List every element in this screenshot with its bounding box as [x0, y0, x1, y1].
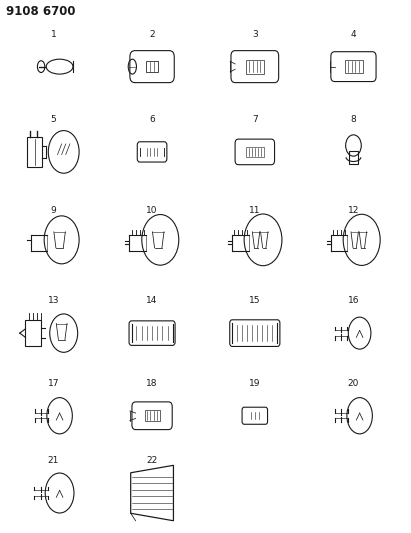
- Text: 13: 13: [48, 296, 59, 305]
- Text: 8: 8: [351, 115, 356, 124]
- Text: 2: 2: [149, 30, 155, 39]
- Text: 16: 16: [348, 296, 359, 305]
- Text: 7: 7: [252, 115, 258, 124]
- Text: 3: 3: [252, 30, 258, 39]
- Text: 17: 17: [48, 379, 59, 388]
- Text: 6: 6: [149, 115, 155, 124]
- Text: 11: 11: [249, 206, 261, 215]
- Text: 9108 6700: 9108 6700: [6, 5, 76, 18]
- Text: 12: 12: [348, 206, 359, 215]
- Text: 4: 4: [351, 30, 356, 39]
- Text: 10: 10: [146, 206, 158, 215]
- Text: 19: 19: [249, 379, 261, 388]
- Text: 18: 18: [146, 379, 158, 388]
- Text: 14: 14: [146, 296, 158, 305]
- Text: 20: 20: [348, 379, 359, 388]
- Text: 21: 21: [48, 456, 59, 465]
- Text: 1: 1: [51, 30, 56, 39]
- Text: 15: 15: [249, 296, 261, 305]
- Text: 22: 22: [146, 456, 158, 465]
- Text: 5: 5: [51, 115, 56, 124]
- Text: 9: 9: [51, 206, 56, 215]
